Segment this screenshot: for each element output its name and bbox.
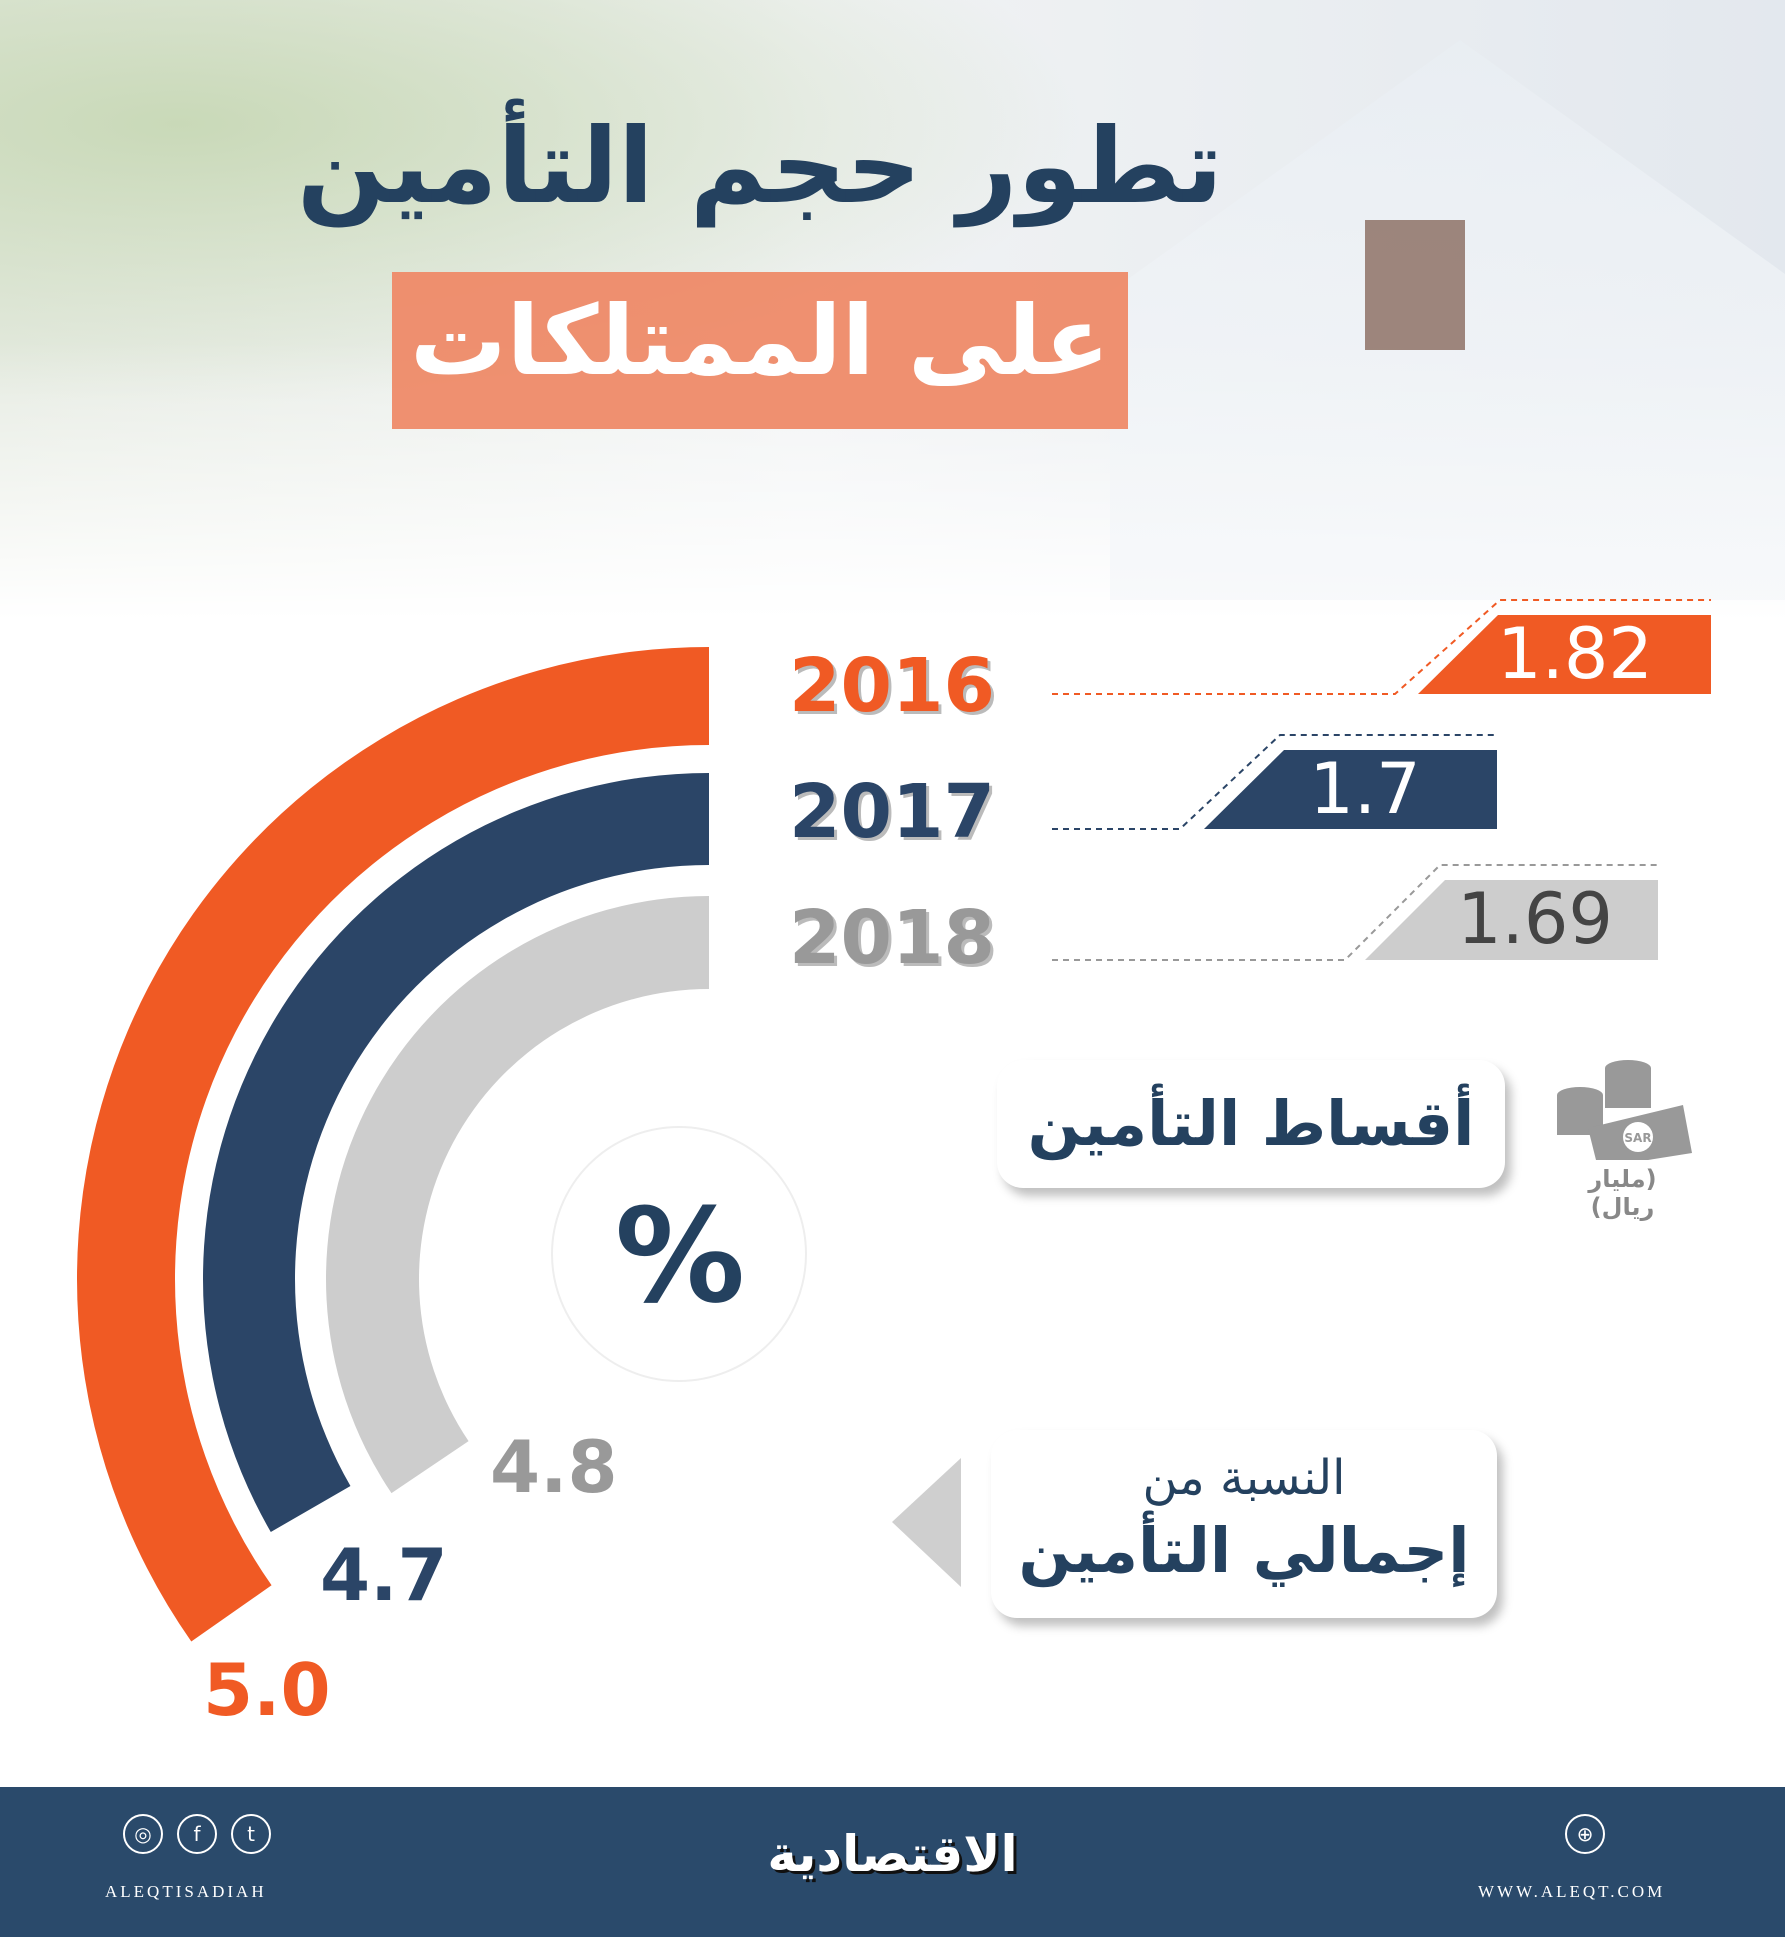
share-2017: 4.7 bbox=[320, 1533, 448, 1617]
svg-text:SAR: SAR bbox=[1624, 1131, 1651, 1145]
percent-circle bbox=[551, 1126, 807, 1382]
percent-symbol: % bbox=[614, 1180, 746, 1332]
pointer-triangle bbox=[892, 1458, 961, 1587]
website-link[interactable]: WWW.ALEQT.COM bbox=[1478, 1882, 1666, 1901]
premium-bar-2017 bbox=[1204, 750, 1497, 829]
share-label-line2: إجمالي التأمين bbox=[1018, 1514, 1470, 1587]
footer bbox=[0, 1787, 1785, 1937]
sar-coins-cash-icon: SAR bbox=[1557, 1060, 1692, 1160]
twitter-icon[interactable]: t bbox=[231, 1814, 271, 1854]
share-2016: 5.0 bbox=[203, 1648, 331, 1732]
share-arc-2017 bbox=[202, 773, 710, 1532]
instagram-icon[interactable]: ◎ bbox=[123, 1814, 163, 1854]
premiums-label-box: أقساط التأمين bbox=[997, 1060, 1505, 1188]
year-2017: 2017 bbox=[789, 769, 995, 855]
brand-logo: الاقتصادية bbox=[767, 1825, 1018, 1883]
premium-bar-2018 bbox=[1365, 880, 1658, 960]
subtitle-box bbox=[392, 272, 1128, 429]
year-2018: 2018 bbox=[789, 895, 995, 981]
premium-2017: 1.7 bbox=[1309, 748, 1421, 830]
page-title: تطور حجم التأمين bbox=[297, 105, 1223, 227]
premium-bar-2016 bbox=[1418, 615, 1711, 694]
leader-line-2018 bbox=[1052, 864, 1658, 961]
premium-2018: 1.69 bbox=[1457, 878, 1613, 960]
globe-icon[interactable]: ⊕ bbox=[1565, 1814, 1605, 1854]
page-subtitle: على الممتلكات bbox=[410, 285, 1110, 397]
unit-label: (مليار ريال) bbox=[1588, 1165, 1657, 1221]
premium-2016: 1.82 bbox=[1497, 613, 1653, 695]
social-handle: ALEQTISADIAH bbox=[105, 1882, 267, 1901]
share-arc-2018 bbox=[325, 896, 709, 1494]
house-window bbox=[1365, 220, 1465, 350]
share-label-box: النسبة من إجمالي التأمين bbox=[991, 1430, 1497, 1618]
share-2018: 4.8 bbox=[490, 1425, 618, 1509]
share-arc-2016 bbox=[76, 647, 710, 1642]
year-2016: 2016 bbox=[789, 643, 995, 729]
share-label-line1: النسبة من bbox=[1142, 1450, 1346, 1506]
facebook-icon[interactable]: f bbox=[177, 1814, 217, 1854]
